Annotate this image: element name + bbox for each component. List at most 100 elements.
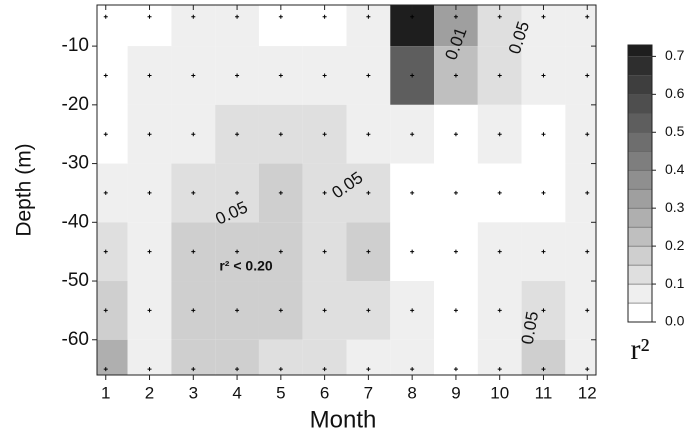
x-tick-label: 7 [364,383,373,402]
sample-point [322,73,327,78]
x-tick-label: 1 [101,383,110,402]
sample-point [366,73,371,78]
contour-cell [565,104,596,164]
sample-point [541,249,546,254]
x-tick-label: 11 [535,383,553,402]
x-tick-label: 8 [407,383,416,402]
sample-point [410,308,415,313]
sample-point [322,132,327,137]
sample-point [453,190,458,195]
sample-point [585,308,590,313]
sample-point [541,367,546,372]
sample-point [366,132,371,137]
sample-point [191,367,196,372]
contour-cell [565,281,596,340]
sample-point [497,14,502,19]
sample-point [103,308,108,313]
contour-label: r² < 0.20 [219,258,273,274]
colorbar-segment [627,150,653,171]
x-tick-label: 10 [490,383,509,402]
contour-cell [565,339,596,375]
sample-point [235,132,240,137]
x-tick-label: 3 [189,383,198,402]
y-tick-label: -50 [62,270,89,291]
contour-cell [346,5,391,47]
sample-point [410,14,415,19]
contour-cell [97,222,128,282]
x-tick-label: 4 [232,383,241,402]
colorbar-frame [627,44,653,323]
colorbar-segment [627,44,653,57]
sample-point [322,14,327,19]
sample-point [147,73,152,78]
colorbar-segment [627,188,653,209]
sample-point [235,367,240,372]
sample-point [278,190,283,195]
sample-point [147,132,152,137]
sample-point [322,308,327,313]
colorbar-tick-label: 0.5 [665,123,685,139]
sample-point [191,249,196,254]
contour-cell [565,222,596,282]
sample-point [366,249,371,254]
sample-point [453,14,458,19]
sample-point [585,14,590,19]
sample-point [585,190,590,195]
sample-point [147,308,152,313]
sample-point [410,132,415,137]
colorbar-segment [627,207,653,228]
sample-point [585,249,590,254]
x-tick-label: 12 [578,383,597,402]
colorbar-segment [627,132,653,152]
sample-point [278,249,283,254]
colorbar-segment [627,226,653,247]
colorbar-segment [627,94,653,114]
contour-cell [565,163,596,223]
sample-point [103,367,108,372]
sample-point [453,73,458,78]
sample-point [453,249,458,254]
sample-point [103,249,108,254]
sample-point [235,14,240,19]
colorbar-tick-label: 0.2 [665,237,685,253]
contour-cell [171,5,216,47]
sample-point [585,367,590,372]
sample-point [541,190,546,195]
sample-point [410,73,415,78]
colorbar-tick-label: 0.3 [665,199,685,215]
sample-point [191,132,196,137]
sample-point [278,73,283,78]
contour-cell [521,5,566,47]
colorbar-segment [627,75,653,95]
sample-point [103,73,108,78]
contour-cell [97,46,128,105]
sample-point [322,249,327,254]
sample-point [410,367,415,372]
sample-point [322,367,327,372]
y-tick-label: -10 [62,35,89,56]
colorbar-tick-label: 0.7 [665,47,685,63]
sample-point [497,308,502,313]
colorbar-tick-label: 0.4 [665,161,685,177]
colorbar-segment [627,302,653,323]
contour-cell [97,281,128,340]
x-tick-label: 5 [276,383,285,402]
sample-point [278,367,283,372]
contour-cell [127,5,172,47]
sample-point [366,367,371,372]
sample-point [453,367,458,372]
colorbar-segment [627,264,653,285]
sample-point [191,308,196,313]
colorbar-segment [627,169,653,190]
sample-point [147,367,152,372]
sample-point [278,308,283,313]
sample-point [497,249,502,254]
contour-cell [390,5,435,47]
sample-point [541,132,546,137]
colorbar-segment [627,113,653,133]
y-tick-label: -60 [62,329,89,350]
y-tick-label: -20 [62,94,89,115]
sample-point [453,308,458,313]
colorbar-tick-label: 0.1 [665,275,685,291]
sample-point [585,73,590,78]
